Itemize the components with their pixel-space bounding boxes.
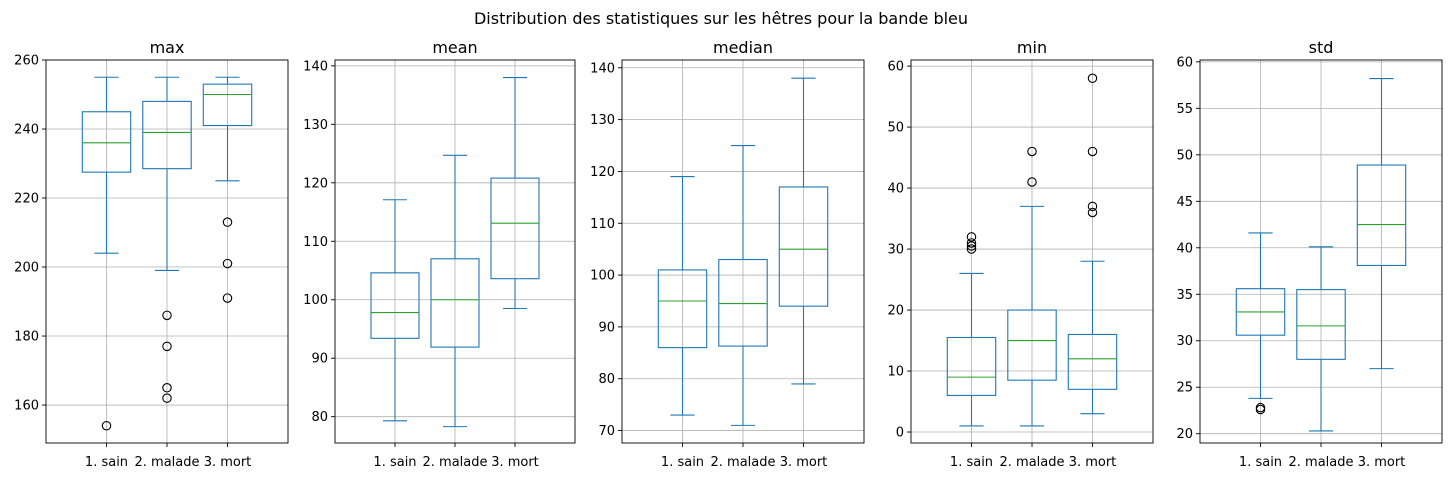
box-iqr: [202, 83, 253, 127]
box-iqr: [370, 272, 420, 339]
x-tick-label: 3. mort: [1358, 455, 1406, 470]
panel-title: mean: [432, 38, 477, 57]
y-tick-label: 100: [590, 269, 615, 284]
y-tick-label: 70: [598, 424, 615, 439]
y-tick-label: 60: [887, 60, 904, 75]
y-tick-label: 20: [887, 304, 904, 319]
y-tick-label: 55: [1176, 102, 1193, 117]
x-tick-label: 2. malade: [1000, 455, 1065, 470]
y-tick-label: 130: [303, 118, 328, 133]
axes-frame: [621, 59, 865, 444]
box-iqr: [657, 269, 708, 349]
x-tick-label: 3. mort: [204, 455, 252, 470]
y-tick-label: 160: [14, 399, 39, 414]
chart-suptitle: Distribution des statistiques sur les hê…: [474, 9, 968, 28]
y-tick-label: 60: [1176, 55, 1193, 70]
outlier-point: [1087, 73, 1098, 84]
box-iqr: [1067, 333, 1118, 390]
y-tick-label: 200: [14, 261, 39, 276]
x-tick-label: 2. malade: [1289, 455, 1354, 470]
y-tick-label: 180: [14, 330, 39, 345]
box-iqr: [1007, 309, 1057, 381]
y-tick-label: 30: [887, 243, 904, 258]
outlier-point: [101, 420, 112, 431]
y-tick-label: 110: [303, 235, 328, 250]
box-iqr: [718, 258, 768, 347]
box-iqr: [778, 186, 829, 307]
x-tick-label: 3. mort: [1069, 455, 1117, 470]
y-tick-label: 130: [590, 113, 615, 128]
x-tick-label: 3. mort: [491, 455, 539, 470]
y-tick-label: 140: [590, 61, 615, 76]
y-tick-label: 45: [1176, 195, 1193, 210]
panel-title: median: [713, 38, 773, 57]
outlier-point: [1087, 146, 1098, 157]
y-tick-label: 220: [14, 192, 39, 207]
outlier-point: [1255, 402, 1266, 413]
box-iqr: [1356, 164, 1407, 266]
y-tick-label: 80: [598, 372, 615, 387]
x-tick-label: 2. malade: [135, 455, 200, 470]
axes-frame: [45, 59, 289, 444]
axes-frame: [1199, 59, 1443, 444]
box-iqr: [142, 100, 192, 170]
y-tick-label: 140: [303, 59, 328, 74]
x-tick-label: 1. sain: [661, 455, 704, 470]
y-tick-label: 90: [311, 352, 328, 367]
y-tick-label: 40: [887, 182, 904, 197]
y-tick-label: 120: [303, 176, 328, 191]
box-iqr: [1296, 289, 1346, 360]
axes-frame: [910, 59, 1154, 444]
panel-title: max: [150, 38, 185, 57]
x-tick-label: 1. sain: [950, 455, 993, 470]
box-iqr: [946, 336, 997, 396]
outlier-point: [162, 383, 172, 393]
y-tick-label: 25: [1176, 381, 1193, 396]
y-tick-label: 110: [590, 217, 615, 232]
y-tick-label: 10: [887, 365, 904, 380]
y-tick-label: 35: [1176, 288, 1193, 303]
outlier-point: [966, 241, 977, 251]
y-tick-label: 240: [14, 123, 39, 138]
y-tick-label: 50: [887, 121, 904, 136]
x-tick-label: 3. mort: [780, 455, 828, 470]
x-tick-label: 1. sain: [85, 455, 128, 470]
outlier-point: [966, 244, 977, 254]
outlier-point: [1027, 177, 1037, 187]
outlier-point: [162, 341, 172, 352]
x-tick-label: 2. malade: [711, 455, 776, 470]
panel-title: min: [1017, 38, 1047, 57]
x-tick-label: 1. sain: [1239, 455, 1282, 470]
box-iqr: [430, 258, 480, 348]
y-tick-label: 20: [1176, 427, 1193, 442]
box-iqr: [81, 111, 132, 173]
y-tick-label: 100: [303, 293, 328, 308]
y-tick-label: 30: [1176, 334, 1193, 349]
axes-frame: [334, 59, 576, 444]
y-tick-label: 260: [14, 54, 39, 69]
outlier-point: [162, 393, 172, 403]
outlier-point: [966, 238, 977, 248]
y-tick-label: 50: [1176, 148, 1193, 163]
box-iqr: [490, 177, 540, 280]
outlier-point: [1087, 201, 1098, 212]
outlier-point: [1087, 207, 1098, 218]
x-tick-label: 2. malade: [423, 455, 488, 470]
panel-title: std: [1309, 38, 1334, 57]
outlier-point: [222, 258, 233, 269]
outlier-point: [222, 217, 233, 227]
y-tick-label: 120: [590, 165, 615, 180]
y-tick-label: 80: [311, 410, 328, 425]
outlier-point: [966, 232, 977, 242]
x-tick-label: 1. sain: [373, 455, 416, 470]
outlier-point: [1027, 146, 1037, 157]
outlier-point: [222, 293, 233, 303]
y-tick-label: 90: [598, 320, 615, 335]
outlier-point: [162, 310, 172, 321]
y-tick-label: 40: [1176, 241, 1193, 256]
y-tick-label: 0: [896, 426, 904, 441]
